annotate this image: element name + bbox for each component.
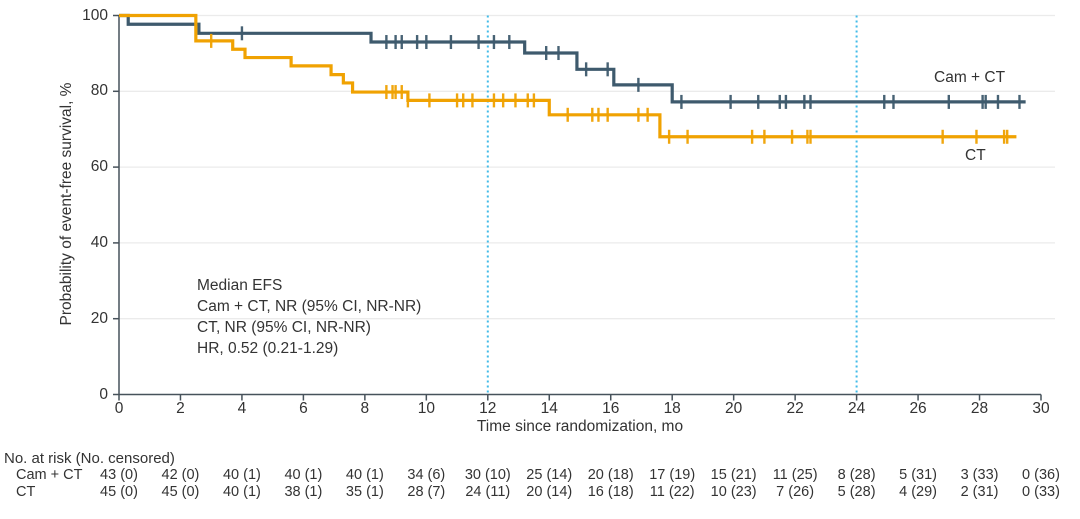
x-tick-label-30: 30 bbox=[1032, 400, 1050, 417]
risk-value-cam-ct-14mo: 25 (14) bbox=[526, 467, 573, 483]
x-tick-label-14: 14 bbox=[540, 400, 558, 417]
risk-value-ct-2mo: 45 (0) bbox=[161, 484, 200, 500]
risk-value-ct-10mo: 28 (7) bbox=[407, 484, 446, 500]
x-tick-label-18: 18 bbox=[663, 400, 681, 417]
risk-value-ct-20mo: 10 (23) bbox=[710, 484, 757, 500]
risk-value-cam-ct-26mo: 5 (31) bbox=[899, 467, 937, 483]
series-label-ct: CT bbox=[965, 147, 986, 164]
median-efs-annotation: Median EFS Cam + CT, NR (95% CI, NR-NR) … bbox=[197, 275, 421, 359]
km-curve-cam-ct bbox=[119, 13, 1026, 104]
y-tick-label-60: 60 bbox=[90, 158, 108, 176]
risk-value-cam-ct-10mo: 34 (6) bbox=[407, 467, 446, 483]
y-tick-label-40: 40 bbox=[90, 233, 108, 251]
series-label-cam-ct: Cam + CT bbox=[934, 69, 1006, 86]
risk-row-label-ct: CT bbox=[16, 484, 36, 500]
risk-value-cam-ct-24mo: 8 (28) bbox=[837, 467, 876, 483]
risk-value-cam-ct-6mo: 40 (1) bbox=[284, 467, 323, 483]
risk-value-ct-18mo: 11 (22) bbox=[649, 484, 695, 500]
x-tick-label-24: 24 bbox=[847, 400, 866, 417]
risk-value-ct-26mo: 4 (29) bbox=[899, 484, 937, 500]
annotation-line-4: HR, 0.52 (0.21-1.29) bbox=[197, 340, 339, 357]
x-tick-label-22: 22 bbox=[786, 400, 804, 417]
x-tick-label-2: 2 bbox=[176, 400, 185, 417]
risk-value-ct-8mo: 35 (1) bbox=[345, 484, 384, 500]
risk-value-cam-ct-8mo: 40 (1) bbox=[345, 467, 384, 483]
risk-value-ct-4mo: 40 (1) bbox=[222, 484, 261, 500]
risk-value-ct-28mo: 2 (31) bbox=[960, 484, 999, 500]
x-tick-label-12: 12 bbox=[479, 400, 497, 417]
risk-value-cam-ct-4mo: 40 (1) bbox=[222, 467, 261, 483]
annotation-line-3: CT, NR (95% CI, NR-NR) bbox=[197, 319, 371, 336]
x-tick-label-0: 0 bbox=[114, 400, 124, 417]
risk-value-ct-30mo: 0 (33) bbox=[1022, 484, 1060, 500]
x-tick-label-8: 8 bbox=[360, 400, 370, 417]
risk-value-cam-ct-28mo: 3 (33) bbox=[960, 467, 999, 483]
x-tick-label-28: 28 bbox=[970, 400, 989, 417]
risk-value-ct-16mo: 16 (18) bbox=[587, 484, 634, 500]
y-tick-label-0: 0 bbox=[99, 385, 108, 403]
annotation-line-2: Cam + CT, NR (95% CI, NR-NR) bbox=[197, 298, 422, 315]
risk-value-cam-ct-30mo: 0 (36) bbox=[1022, 467, 1060, 483]
risk-value-ct-22mo: 7 (26) bbox=[776, 484, 815, 500]
risk-value-cam-ct-0mo: 43 (0) bbox=[100, 467, 138, 483]
risk-value-cam-ct-12mo: 30 (10) bbox=[464, 467, 511, 483]
risk-value-cam-ct-18mo: 17 (19) bbox=[649, 467, 696, 483]
annotation-line-1: Median EFS bbox=[197, 277, 283, 294]
risk-value-ct-12mo: 24 (11) bbox=[465, 484, 511, 500]
risk-row-label-cam-ct: Cam + CT bbox=[16, 467, 83, 483]
risk-value-ct-6mo: 38 (1) bbox=[284, 484, 323, 500]
x-tick-label-4: 4 bbox=[237, 400, 247, 417]
risk-table-header: No. at risk (No. censored) bbox=[4, 450, 175, 467]
y-tick-label-100: 100 bbox=[82, 6, 108, 24]
risk-value-ct-0mo: 45 (0) bbox=[100, 484, 138, 500]
x-tick-label-26: 26 bbox=[909, 400, 927, 417]
risk-value-ct-24mo: 5 (28) bbox=[837, 484, 876, 500]
x-tick-label-10: 10 bbox=[417, 400, 435, 417]
x-axis-title: Time since randomization, mo bbox=[476, 418, 684, 435]
km-plot-canvas bbox=[113, 13, 1055, 401]
y-tick-label-80: 80 bbox=[90, 82, 108, 100]
x-tick-label-16: 16 bbox=[602, 400, 620, 417]
x-tick-label-20: 20 bbox=[725, 400, 743, 417]
km-curve-ct bbox=[119, 13, 1017, 139]
y-tick-label-20: 20 bbox=[90, 309, 108, 327]
risk-value-cam-ct-2mo: 42 (0) bbox=[161, 467, 200, 483]
risk-value-cam-ct-16mo: 20 (18) bbox=[587, 467, 634, 483]
x-tick-label-6: 6 bbox=[299, 400, 308, 417]
risk-value-cam-ct-22mo: 11 (25) bbox=[772, 467, 818, 483]
y-axis-title: Probability of event-free survival, % bbox=[58, 82, 75, 326]
risk-value-cam-ct-20mo: 15 (21) bbox=[710, 467, 757, 483]
risk-value-ct-14mo: 20 (14) bbox=[526, 484, 573, 500]
